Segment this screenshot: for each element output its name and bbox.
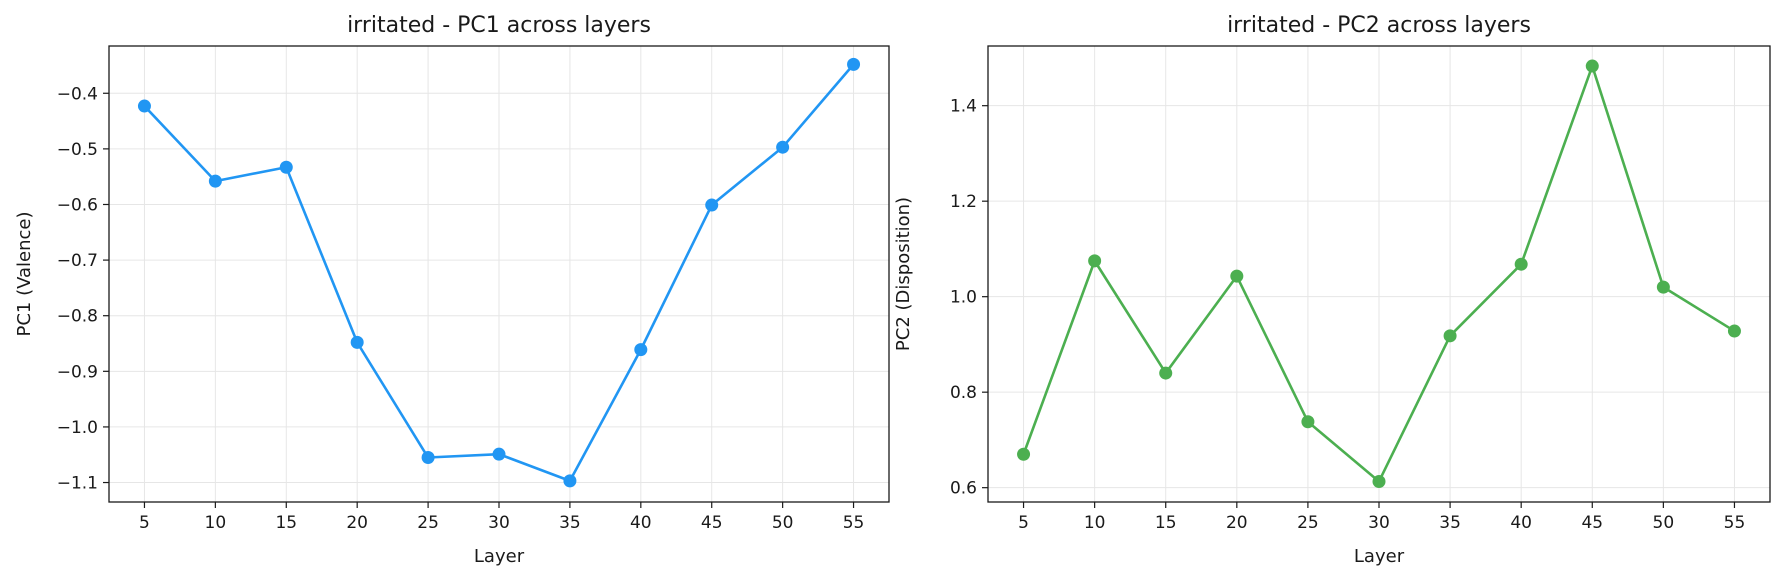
data-point [634, 343, 648, 357]
x-tick-label: 15 [1155, 513, 1177, 533]
data-point [350, 335, 364, 349]
x-tick-label: 5 [1018, 513, 1029, 533]
x-tick-label: 50 [772, 513, 794, 533]
data-point [1656, 280, 1670, 294]
data-point [279, 160, 293, 174]
x-tick-label: 25 [1297, 513, 1319, 533]
x-tick-label: 50 [1653, 513, 1675, 533]
x-tick-label: 55 [1724, 513, 1746, 533]
data-point [1088, 254, 1102, 268]
data-point [1727, 324, 1741, 338]
x-tick-label: 20 [346, 513, 368, 533]
data-point [1230, 269, 1244, 283]
data-point [847, 57, 861, 71]
x-tick-label: 30 [1368, 513, 1390, 533]
pc2-chart: irritated - PC2 across layers Layer PC2 … [893, 13, 1771, 567]
x-tick-label: 10 [1084, 513, 1106, 533]
y-tick-label: −0.7 [57, 251, 98, 271]
y-tick-label: −0.4 [57, 84, 98, 104]
x-tick-label: 45 [1581, 513, 1603, 533]
x-tick-label: 10 [205, 513, 227, 533]
y-tick-label: −0.9 [57, 362, 98, 382]
y-tick-label: 0.8 [950, 383, 977, 403]
data-point [421, 451, 435, 465]
x-tick-label: 40 [1510, 513, 1532, 533]
x-tick-label: 35 [1439, 513, 1461, 533]
data-point [563, 474, 577, 488]
y-tick-label: −1.0 [57, 418, 98, 438]
x-tick-label: 40 [630, 513, 652, 533]
x-tick-label: 25 [417, 513, 439, 533]
data-point [492, 447, 506, 461]
x-tick-label: 5 [139, 513, 150, 533]
data-point [1159, 366, 1173, 380]
x-tick-label: 55 [843, 513, 865, 533]
y-tick-label: 0.6 [950, 479, 977, 499]
data-point [1017, 447, 1031, 461]
y-tick-label: −0.5 [57, 140, 98, 160]
y-tick-label: 1.0 [950, 288, 977, 308]
grid-lines [109, 46, 889, 502]
y-tick-label: −1.1 [57, 474, 98, 494]
pc1-chart: irritated - PC1 across layers Layer PC1 … [14, 13, 890, 567]
grid-lines [988, 46, 1770, 502]
chart-title: irritated - PC2 across layers [1227, 13, 1531, 38]
data-point [705, 198, 719, 212]
x-axis-label: Layer [474, 546, 525, 567]
x-tick-label: 20 [1226, 513, 1248, 533]
y-tick-label: 1.4 [950, 97, 977, 117]
chart-title: irritated - PC1 across layers [347, 13, 651, 38]
x-tick-label: 30 [488, 513, 510, 533]
data-point [208, 174, 222, 188]
data-point [1514, 257, 1528, 271]
data-point [1372, 474, 1386, 488]
data-point [1301, 415, 1315, 429]
x-axis-label: Layer [1354, 546, 1405, 567]
data-point [776, 140, 790, 154]
y-axis-label: PC1 (Valence) [14, 211, 35, 336]
x-tick-label: 45 [701, 513, 723, 533]
data-point [137, 99, 151, 113]
data-point [1585, 59, 1599, 73]
x-tick-label: 15 [275, 513, 297, 533]
y-tick-label: −0.8 [57, 307, 98, 327]
data-point [1443, 329, 1457, 343]
y-tick-label: −0.6 [57, 195, 98, 215]
x-tick-label: 35 [559, 513, 581, 533]
y-axis-label: PC2 (Disposition) [893, 197, 914, 351]
y-tick-label: 1.2 [950, 192, 977, 212]
